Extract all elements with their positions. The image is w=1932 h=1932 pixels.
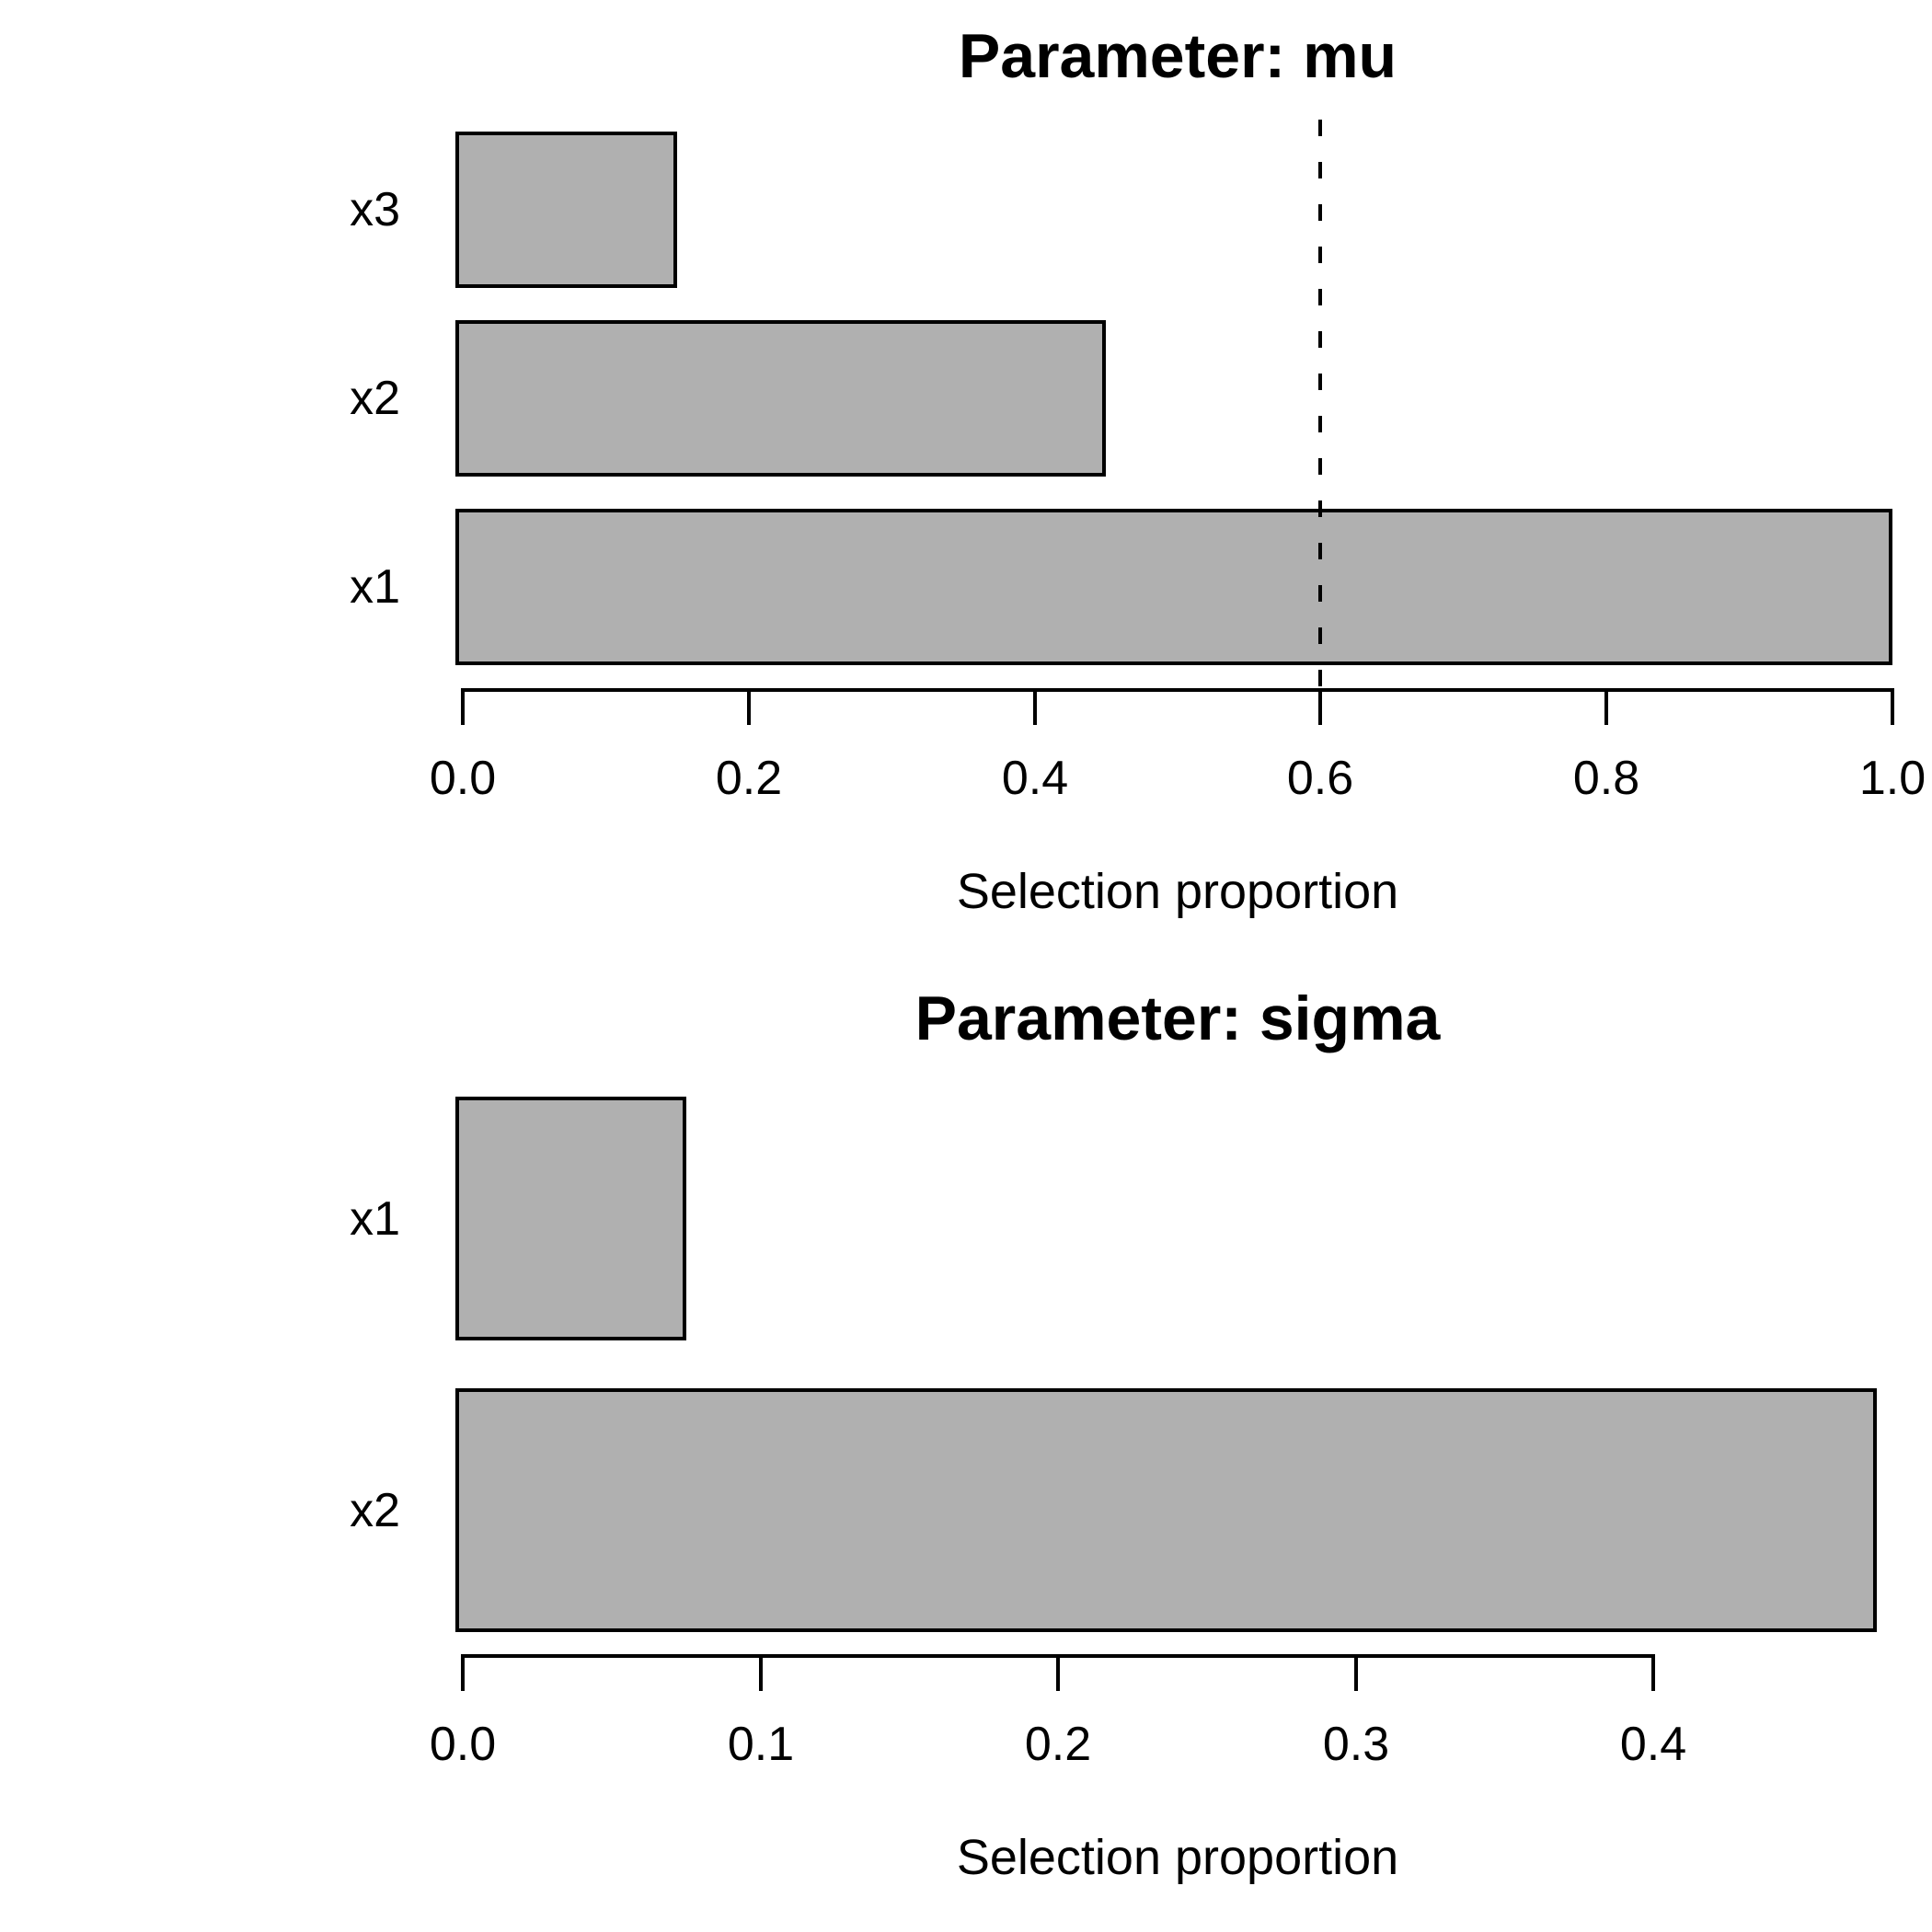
x-tick	[1651, 1656, 1655, 1691]
x-tick-label: 0.1	[727, 1718, 795, 1771]
x-axis-line	[461, 688, 1894, 692]
x-tick-label: 0.8	[1572, 752, 1640, 805]
bar-x2	[455, 1388, 1877, 1632]
x-tick-label: 0.6	[1286, 752, 1354, 805]
x-tick	[1056, 1656, 1060, 1691]
bar-x1	[455, 509, 1892, 665]
chart-title: Parameter: mu	[958, 21, 1397, 91]
cutoff-line	[1318, 120, 1322, 690]
x-tick	[1891, 690, 1894, 725]
x-tick-label: 0.0	[429, 1718, 497, 1771]
x-tick-label: 0.4	[1619, 1718, 1687, 1771]
category-label-x2: x2	[350, 1483, 400, 1537]
category-label-x1: x1	[350, 560, 400, 614]
x-tick	[461, 690, 465, 725]
x-tick-label: 0.2	[715, 752, 783, 805]
chart-title: Parameter: sigma	[914, 983, 1441, 1053]
x-tick-label: 1.0	[1858, 752, 1926, 805]
x-tick	[1033, 690, 1037, 725]
x-tick-label: 0.4	[1001, 752, 1069, 805]
bar-x3	[455, 132, 677, 288]
bar-x2	[455, 320, 1106, 477]
category-label-x1: x1	[350, 1191, 400, 1246]
x-tick-label: 0.2	[1024, 1718, 1092, 1771]
x-tick	[759, 1656, 763, 1691]
x-tick	[1318, 690, 1322, 725]
category-label-x2: x2	[350, 372, 400, 425]
x-tick	[1604, 690, 1608, 725]
category-label-x3: x3	[350, 183, 400, 236]
x-axis-title: Selection proportion	[956, 864, 1399, 919]
x-tick	[1354, 1656, 1358, 1691]
x-tick	[461, 1656, 465, 1691]
x-tick-label: 0.3	[1322, 1718, 1390, 1771]
bar-x1	[455, 1097, 686, 1340]
x-axis-title: Selection proportion	[956, 1830, 1399, 1885]
x-tick-label: 0.0	[429, 752, 497, 805]
x-tick	[747, 690, 751, 725]
